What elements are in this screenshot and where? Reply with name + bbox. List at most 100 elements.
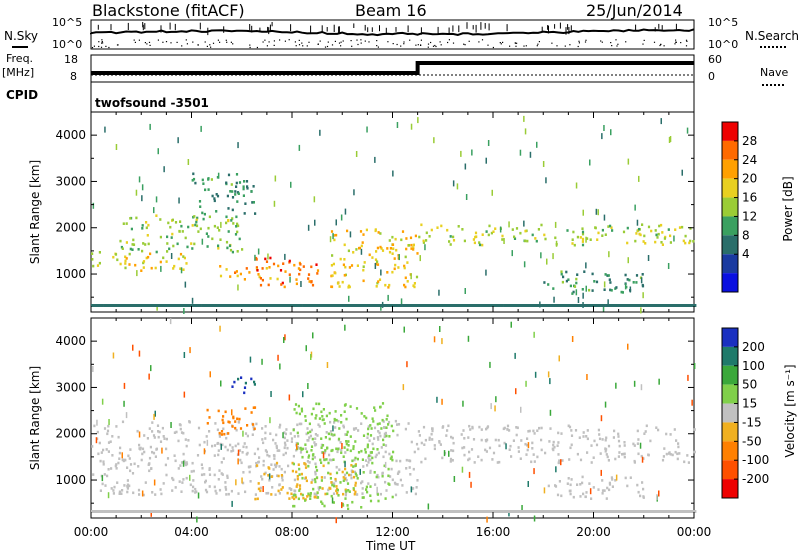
- data-cell: [689, 227, 692, 230]
- data-cell: [255, 266, 258, 269]
- data-cell: [446, 429, 449, 432]
- data-cell: [222, 415, 225, 418]
- data-cell: [187, 304, 190, 307]
- data-cell: [627, 510, 631, 513]
- velocity-colorbar-tick-label: 200: [742, 340, 765, 354]
- data-cell: [603, 510, 606, 513]
- data-cell: [227, 219, 230, 223]
- data-cell: [226, 474, 229, 478]
- data-cell: [192, 479, 195, 482]
- nsky-label: N.Sky: [4, 29, 39, 43]
- data-cell: [693, 450, 696, 454]
- data-cell: [454, 510, 458, 513]
- data-cell: [185, 510, 188, 513]
- data-cell: [561, 304, 564, 307]
- data-cell: [298, 489, 301, 492]
- data-cell: [352, 251, 355, 254]
- data-cell: [144, 481, 147, 484]
- data-cell: [177, 510, 180, 513]
- data-cell: [424, 438, 427, 442]
- data-cell: [309, 494, 312, 498]
- data-cell: [370, 510, 373, 513]
- data-cell: [548, 440, 551, 443]
- data-cell: [91, 445, 94, 448]
- data-cell: [540, 448, 543, 452]
- data-cell: [637, 490, 640, 494]
- data-cell: [111, 304, 114, 307]
- data-cell: [501, 238, 504, 241]
- data-cell: [327, 432, 330, 436]
- data-cell: [269, 432, 272, 435]
- data-cell: [605, 497, 608, 500]
- data-cell: [312, 304, 315, 307]
- data-cell: [141, 227, 144, 230]
- data-cell: [146, 234, 149, 237]
- data-cell: [298, 412, 301, 416]
- data-cell: [315, 476, 319, 479]
- data-cell: [389, 247, 392, 250]
- data-cell: [603, 489, 606, 492]
- data-cell: [349, 449, 352, 453]
- nsearch-dot: [481, 39, 484, 41]
- data-cell: [322, 408, 325, 411]
- data-cell: [471, 149, 473, 156]
- nsearch-dot: [331, 44, 334, 46]
- data-cell: [207, 177, 210, 180]
- power-colorbar-swatch: [722, 122, 738, 141]
- data-cell: [655, 426, 658, 429]
- data-cell: [448, 510, 452, 513]
- nsky-spike: [654, 27, 656, 32]
- data-cell: [579, 510, 582, 513]
- data-cell: [237, 142, 239, 149]
- nsearch-dot: [262, 41, 264, 43]
- data-cell: [208, 430, 211, 433]
- data-cell: [527, 481, 529, 487]
- data-cell: [285, 428, 288, 431]
- data-cell: [537, 228, 540, 231]
- nsearch-dot: [439, 41, 441, 43]
- data-cell: [214, 489, 217, 493]
- nsky-spike: [635, 24, 637, 31]
- data-cell: [665, 304, 669, 307]
- data-cell: [611, 485, 614, 488]
- data-cell: [603, 304, 606, 307]
- nsearch-dot: [403, 43, 405, 45]
- data-cell: [524, 442, 527, 446]
- nsearch-dot: [204, 41, 206, 43]
- data-cell: [154, 455, 157, 458]
- data-cell: [673, 235, 675, 242]
- data-cell: [171, 510, 174, 513]
- data-cell: [385, 426, 388, 429]
- data-cell: [590, 461, 593, 464]
- data-cell: [506, 428, 509, 431]
- data-cell: [243, 304, 247, 307]
- data-cell: [581, 232, 585, 236]
- data-cell: [400, 238, 403, 242]
- data-cell: [284, 451, 287, 455]
- data-cell: [284, 304, 287, 307]
- data-cell: [127, 304, 130, 307]
- data-cell: [501, 234, 504, 238]
- data-cell: [211, 444, 214, 448]
- data-cell: [138, 350, 141, 357]
- data-cell: [239, 304, 243, 307]
- data-cell: [497, 438, 500, 442]
- nsky-spike: [437, 26, 439, 34]
- data-cell: [615, 382, 617, 389]
- data-cell: [246, 434, 249, 438]
- data-cell: [318, 425, 321, 428]
- data-cell: [598, 437, 602, 441]
- data-cell: [299, 451, 303, 454]
- nsearch-dot: [340, 45, 342, 47]
- data-cell: [166, 250, 169, 253]
- data-cell: [172, 267, 175, 270]
- data-cell: [319, 458, 322, 462]
- nsearch-dot: [396, 43, 398, 46]
- data-cell: [288, 304, 291, 307]
- data-cell: [139, 510, 142, 513]
- data-cell: [173, 510, 176, 513]
- data-cell: [582, 492, 585, 496]
- data-cell: [145, 226, 148, 230]
- data-cell: [278, 426, 281, 429]
- data-cell: [296, 431, 299, 435]
